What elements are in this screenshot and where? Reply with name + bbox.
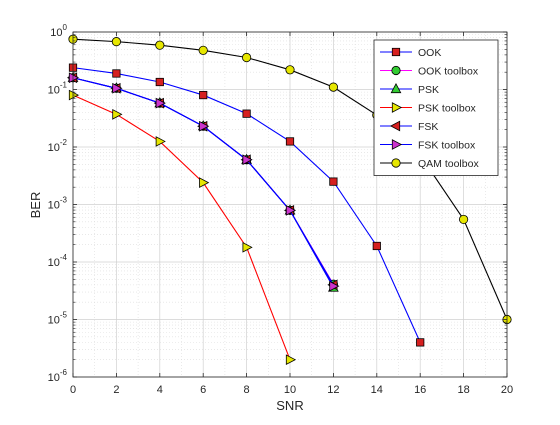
y-tick-label-exponent: -2 (60, 138, 68, 147)
legend-marker (391, 47, 401, 57)
y-tick-label-base: 10 (48, 200, 60, 212)
data-point (155, 77, 164, 87)
y-tick-label-exponent: -4 (60, 253, 68, 262)
legend-label: FSK (418, 121, 438, 133)
data-point (329, 280, 340, 292)
series-psk-toolbox (68, 89, 297, 366)
data-point (285, 65, 295, 75)
data-point (199, 177, 210, 189)
legend-marker (390, 82, 402, 94)
legend-item: OOK toolbox (380, 66, 479, 78)
legend-marker (389, 120, 401, 132)
data-point (329, 177, 338, 186)
legend-marker (391, 102, 403, 113)
data-point (112, 108, 123, 120)
y-tick-label-base: 10 (48, 372, 60, 384)
data-point (285, 354, 297, 366)
data-point (285, 137, 295, 146)
y-tick-label-exponent: -3 (60, 196, 68, 205)
data-point (111, 37, 122, 47)
y-tick-label: 10-4 (48, 253, 68, 269)
y-tick-label-base: 10 (48, 315, 60, 327)
legend-label: PSK toolbox (418, 103, 477, 115)
data-point (112, 82, 123, 94)
data-point (112, 69, 121, 78)
data-point (416, 338, 425, 347)
data-point (199, 90, 208, 100)
legend-item: PSK (380, 82, 439, 96)
legend-label: QAM toolbox (418, 158, 479, 170)
legend-item: OOK (380, 47, 441, 59)
y-tick-label-base: 10 (48, 85, 60, 97)
x-tick-label: 20 (501, 384, 513, 396)
series-fsk-toolbox (68, 72, 340, 292)
data-point (242, 109, 251, 118)
x-tick-label: 6 (200, 384, 206, 396)
y-tick-label-exponent: 0 (63, 23, 68, 32)
y-tick-label-exponent: -1 (60, 81, 68, 90)
legend-label: OOK (418, 47, 441, 59)
data-point (155, 97, 166, 109)
y-tick-label-base: 10 (48, 142, 60, 154)
data-point (242, 154, 253, 166)
data-point (285, 205, 297, 216)
legend-item: FSK toolbox (380, 139, 476, 152)
x-tick-label: 8 (244, 384, 250, 396)
x-tick-label: 10 (284, 384, 296, 396)
y-axis-label: BER (28, 192, 43, 219)
data-point (155, 136, 166, 147)
legend-marker (391, 65, 401, 76)
y-tick-label: 10-1 (48, 81, 68, 97)
y-tick-label-exponent: -6 (60, 368, 68, 377)
data-point (68, 72, 80, 84)
y-tick-label: 100 (50, 23, 67, 39)
data-point (198, 45, 208, 55)
legend: OOK OOK toolbox PSK PSK toolbox FSK FSK toolb… (373, 39, 499, 176)
legend-label: OOK toolbox (418, 66, 479, 78)
y-tick-label: 10-2 (48, 138, 68, 154)
y-tick-label-base: 10 (48, 257, 60, 269)
x-tick-label: 4 (157, 384, 163, 396)
data-point (372, 241, 381, 251)
x-tick-label: 14 (371, 384, 383, 396)
y-tick-label: 10-3 (48, 196, 68, 212)
y-tick-label-exponent: -5 (60, 311, 68, 320)
x-tick-label: 16 (414, 384, 426, 396)
x-tick-label: 18 (457, 384, 469, 396)
data-point (155, 40, 165, 50)
data-point (199, 120, 210, 132)
legend-marker (391, 158, 401, 168)
legend-item: FSK (380, 120, 438, 133)
legend-label: FSK toolbox (418, 140, 476, 152)
series-line (72, 94, 291, 360)
data-point (458, 214, 469, 225)
x-tick-label: 2 (113, 384, 119, 396)
data-point (242, 52, 252, 63)
legend-item: QAM toolbox (380, 158, 479, 170)
legend-label: PSK (418, 84, 439, 96)
ticks: 0 2 4 6 8 10 12 14 16 18 2010-610-510-410-310-210-… (48, 23, 514, 396)
x-axis-label: SNR (276, 398, 303, 413)
y-tick-label: 10-5 (48, 311, 68, 327)
y-tick-label-base: 10 (50, 27, 62, 39)
legend-marker (391, 139, 403, 150)
x-tick-label: 0 (70, 384, 76, 396)
data-point (328, 82, 338, 92)
x-tick-label: 12 (327, 384, 339, 396)
legend-item: PSK toolbox (380, 102, 477, 115)
data-point (242, 241, 253, 253)
y-tick-label: 10-6 (48, 368, 68, 384)
